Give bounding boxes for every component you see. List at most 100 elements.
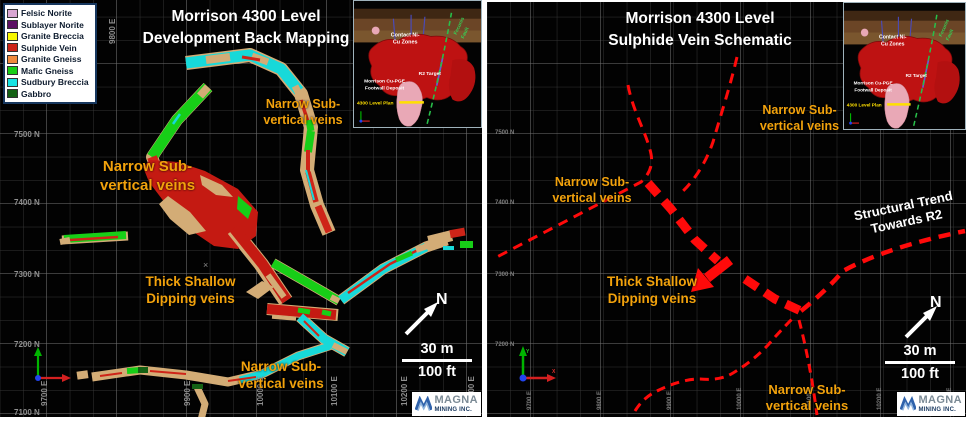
axis-marker: Y X: [519, 346, 556, 382]
north-label: N: [930, 294, 942, 311]
scale-metric: 30 m: [402, 341, 472, 362]
grid-label-northing: 7500 N: [14, 130, 40, 139]
inset-contact-zone-east: [448, 59, 476, 102]
location-inset-map: Contact Ni- Cu Zones Fecunis Fault R2 Ta…: [843, 2, 966, 130]
grid-label-easting: 10000 E: [256, 376, 265, 406]
structural-trend-line: [799, 228, 966, 313]
magna-mining-logo: MAGNA MINING INC.: [897, 392, 965, 416]
legend-item: Gabbro: [7, 89, 93, 99]
grid-label-northing: 7300 N: [14, 270, 40, 279]
annotation-line: Dipping veins: [607, 290, 697, 306]
scale-imperial: 100 ft: [418, 364, 456, 380]
inset-axis-marker: [849, 113, 860, 125]
legend-label: Sudbury Breccia: [21, 77, 89, 87]
annotation-narrow-subvertical-west: Narrow Sub- vertical veins: [532, 175, 652, 206]
legend-label: Sublayer Norite: [21, 19, 84, 30]
legend-swatch-granite-gneiss: [7, 54, 18, 64]
legend-swatch-mafic-gneiss: [7, 66, 18, 75]
legend-label: Felsic Norite: [21, 8, 73, 18]
annotation-line: vertical veins: [263, 112, 343, 127]
inset-level-plan-label: 4300 Level Plan: [357, 100, 394, 106]
grid-label-northing: 7400 N: [14, 198, 40, 207]
legend-item: Sulphide Vein: [7, 43, 93, 53]
grid-label-easting: 9700 E: [40, 380, 49, 406]
grid-label-easting: 10200 E: [877, 388, 883, 410]
survey-mark: ×: [203, 260, 208, 270]
dip-arrow-shaft: [703, 256, 734, 282]
legend-swatch-gabbro: [7, 89, 18, 98]
scale-metric: 30 m: [885, 343, 955, 364]
grid-label-northing: 7500 N: [495, 130, 514, 136]
legend-label: Granite Gneiss: [21, 54, 82, 64]
inset-deposit-label-2: Footwall Deposit: [365, 86, 405, 92]
inset-r2-target-label: R2 Target: [419, 71, 442, 77]
legend-label: Sulphide Vein: [21, 42, 77, 53]
inset-fault-label-2: Fault: [460, 26, 471, 39]
north-arrow: [404, 302, 438, 336]
title-line-2: Development Back Mapping: [142, 30, 350, 48]
thick-vein-continue: [742, 275, 803, 316]
legend-swatch-sulphide-vein: [7, 43, 18, 52]
annotation-thick-shallow-dipping: Thick Shallow Dipping veins: [587, 274, 717, 308]
annotation-line: Narrow Sub-: [265, 97, 341, 111]
vein-line-south: [633, 314, 797, 412]
inset-axis-marker: [359, 111, 370, 123]
annotation-line: vertical veins: [238, 375, 324, 391]
annotation-line: Narrow Sub-: [768, 382, 846, 397]
inset-contact-label-2: Cu Zones: [393, 39, 418, 45]
scale-bar: 30 m 100 ft: [885, 343, 955, 382]
annotation-line: vertical veins: [552, 190, 632, 205]
annotation-line: vertical veins: [99, 176, 196, 194]
grid-label-northing: 7300 N: [495, 272, 514, 278]
annotation-line: vertical veins: [759, 118, 840, 133]
axis-y-label: Y: [526, 349, 530, 355]
legend-item: Granite Breccia: [7, 31, 93, 41]
legend-label: Gabbro: [21, 88, 52, 99]
inset-contact-label-1: Contact Ni-: [879, 34, 907, 40]
inset-fecunis-fault-line: [426, 12, 453, 126]
grid-label-northing: 7400 N: [495, 200, 514, 206]
annotation-line: Dipping veins: [146, 290, 235, 306]
north-arrow: [904, 306, 937, 339]
left-panel-back-mapping: × 7500 N 7400 N 7300 N 7200 N 7100 N 980…: [0, 0, 482, 417]
annotation-narrow-subvertical-west: Narrow Sub- vertical veins: [55, 158, 240, 196]
left-panel-title: Morrison 4300 Level Development Back Map…: [118, 6, 374, 51]
logo-subtitle: MINING INC.: [434, 406, 472, 413]
inset-footwall-deposit: [884, 83, 910, 129]
legend-label: Mafic Gneiss: [21, 65, 74, 76]
legend-item: Sublayer Norite: [7, 20, 93, 30]
grid-label-easting: 10100 E: [807, 388, 813, 410]
annotation-narrow-subvertical-south: Narrow Sub- vertical veins: [742, 382, 872, 415]
sulphide-vein-schematic-lines: [494, 56, 966, 416]
inset-contact-label-1: Contact Ni-: [391, 32, 420, 38]
annotation-line: Narrow Sub-: [102, 158, 193, 175]
annotation-line: Narrow Sub-: [240, 359, 322, 374]
logo-subtitle: MINING INC.: [918, 406, 956, 413]
magna-mining-logo: MAGNA MINING INC.: [412, 392, 481, 416]
grid-label-easting: 10200 E: [400, 376, 409, 406]
annotation-line: Thick Shallow: [606, 274, 698, 289]
inset-fecunis-fault-line: [912, 14, 938, 128]
annotation-line: Narrow Sub-: [554, 175, 630, 189]
annotation-narrow-subvertical-ne: Narrow Sub- vertical veins: [243, 97, 363, 128]
inset-level-plan-label: 4300 Level Plan: [847, 102, 882, 108]
inset-deposit-label-1: Morrison Cu-PGE: [854, 81, 894, 87]
location-inset-map: Contact Ni- Cu Zones Fecunis Fault R2 Ta…: [353, 0, 482, 128]
grid-label-northing: 7100 N: [14, 408, 40, 417]
grid-label-easting: 9800 E: [597, 391, 603, 410]
inset-canvas: Contact Ni- Cu Zones Fecunis Fault R2 Ta…: [844, 3, 965, 129]
logo-name: MAGNA: [918, 394, 962, 407]
grid-label-northing: 7200 N: [495, 342, 514, 348]
vein-line-northwest: [494, 84, 654, 260]
inset-contact-label-2: Cu Zones: [881, 41, 904, 47]
legend-swatch-granite-breccia: [7, 31, 18, 41]
scale-bar: 30 m 100 ft: [402, 341, 472, 380]
inset-deposit-label-1: Morrison Cu-PGE: [364, 79, 406, 85]
title-line-1: Morrison 4300 Level: [625, 10, 775, 27]
grid-label-northing: 7200 N: [14, 340, 40, 349]
inset-r2-target-label: R2 Target: [906, 73, 928, 79]
grid-label-easting: 10100 E: [330, 376, 339, 406]
grid-label-easting: 10300 E: [467, 376, 476, 406]
legend-item: Granite Gneiss: [7, 54, 93, 64]
legend-swatch-felsic-norite: [7, 8, 18, 18]
